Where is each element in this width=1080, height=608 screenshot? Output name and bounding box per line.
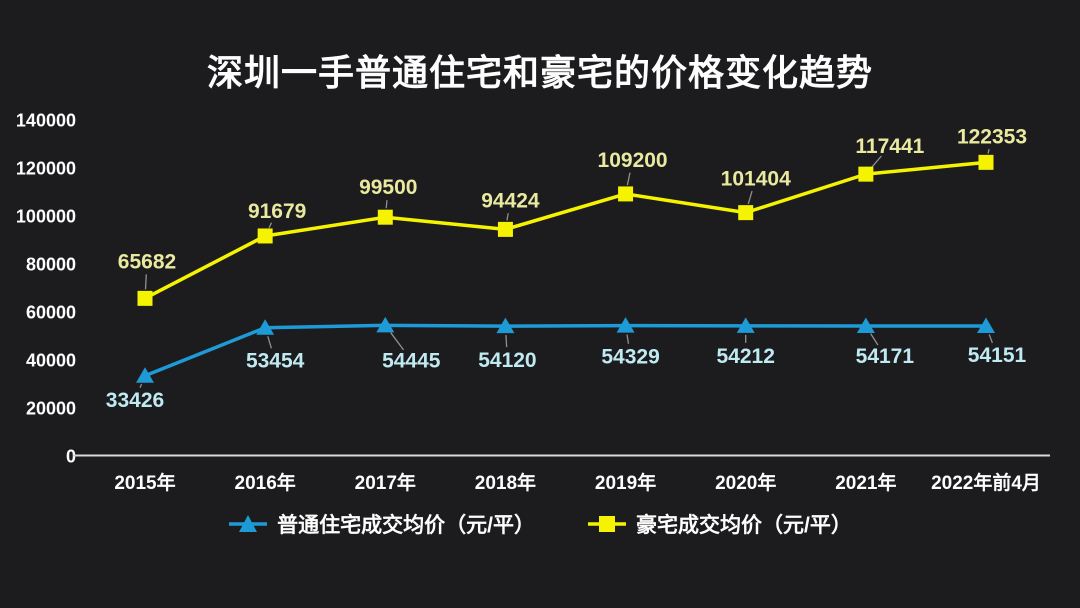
data-label-leader-line bbox=[506, 213, 509, 221]
y-axis-tick-label: 60000 bbox=[26, 303, 76, 323]
data-label-leader-line bbox=[626, 334, 630, 344]
data-label-leader-line bbox=[870, 333, 879, 346]
y-axis-tick-label: 100000 bbox=[16, 207, 76, 227]
data-label-leader-line bbox=[987, 148, 990, 154]
data-label-leader-line bbox=[144, 274, 147, 290]
legend-item-normal-housing: 普通住宅成交均价（元/平） bbox=[228, 509, 535, 539]
x-axis-category-label: 2020年 bbox=[715, 471, 776, 494]
x-axis-category-label: 2021年 bbox=[835, 471, 896, 494]
legend-label-normal-housing: 普通住宅成交均价（元/平） bbox=[277, 514, 535, 537]
data-point-label: 54212 bbox=[717, 345, 775, 368]
series-line bbox=[144, 323, 987, 378]
data-point-label: 99500 bbox=[359, 176, 417, 199]
square-data-point-marker bbox=[137, 290, 153, 306]
triangle-data-point-marker bbox=[616, 317, 635, 333]
x-axis-category-label: 2017年 bbox=[355, 471, 416, 494]
data-point-label: 109200 bbox=[598, 149, 668, 172]
data-point-label: 94424 bbox=[481, 189, 540, 212]
square-data-point-marker bbox=[377, 209, 393, 225]
x-axis-category-label: 2019年 bbox=[595, 471, 656, 494]
data-label-leader-line bbox=[385, 200, 388, 209]
data-label-leader-line bbox=[139, 383, 143, 389]
data-point-label: 53454 bbox=[246, 350, 305, 373]
data-label-leader-line bbox=[626, 172, 631, 186]
data-label-leader-line bbox=[390, 332, 405, 351]
x-axis-category-label: 2016年 bbox=[235, 471, 296, 494]
legend-item-luxury-housing: 豪宅成交均价（元/平） bbox=[587, 509, 852, 539]
data-point-label: 54171 bbox=[856, 345, 915, 368]
data-point-label: 117441 bbox=[855, 135, 924, 158]
data-label-leader-line bbox=[268, 222, 273, 229]
data-point-label: 122353 bbox=[957, 125, 1027, 148]
x-axis-category-label: 2015年 bbox=[114, 471, 175, 494]
triangle-marker-icon bbox=[229, 515, 268, 532]
square-data-point-marker bbox=[978, 154, 994, 170]
data-point-label: 91679 bbox=[248, 200, 306, 223]
triangle-data-point-marker bbox=[736, 317, 755, 333]
data-label-leader-line bbox=[267, 336, 272, 349]
data-point-label: 54120 bbox=[478, 349, 536, 372]
data-label-leader-line bbox=[871, 155, 882, 168]
triangle-data-point-marker bbox=[136, 367, 154, 383]
data-label-leader-line bbox=[747, 190, 753, 205]
y-axis-tick-label: 80000 bbox=[26, 255, 76, 275]
square-data-point-marker bbox=[497, 221, 513, 237]
data-point-label: 54151 bbox=[968, 344, 1027, 367]
y-axis-tick-label: 140000 bbox=[16, 111, 76, 131]
series-line bbox=[144, 160, 987, 300]
data-point-label: 54445 bbox=[382, 349, 441, 372]
y-axis-tick-label: 120000 bbox=[16, 159, 76, 179]
square-data-point-marker bbox=[738, 205, 754, 221]
square-data-point-marker bbox=[858, 166, 874, 182]
data-point-label: 101404 bbox=[721, 168, 791, 191]
square-data-point-marker bbox=[618, 186, 634, 202]
y-axis-tick-label: 40000 bbox=[26, 351, 76, 371]
triangle-data-point-marker bbox=[376, 316, 395, 333]
data-label-leader-line bbox=[988, 334, 993, 344]
data-point-label: 33426 bbox=[106, 389, 164, 412]
x-axis-category-label: 2018年 bbox=[475, 471, 536, 494]
square-marker-icon bbox=[588, 516, 626, 532]
data-label-leader-line bbox=[505, 335, 508, 348]
chart-title: 深圳一手普通住宅和豪宅的价格变化趋势 bbox=[206, 52, 873, 93]
x-axis-category-label: 2022年前4月 bbox=[931, 471, 1041, 494]
data-point-label: 54329 bbox=[601, 346, 659, 369]
square-data-point-marker bbox=[257, 228, 273, 244]
chart-legend: 普通住宅成交均价（元/平） 豪宅成交均价（元/平） bbox=[0, 509, 1080, 539]
triangle-data-point-marker bbox=[977, 317, 996, 334]
y-axis-tick-label: 20000 bbox=[26, 399, 76, 419]
data-point-label: 65682 bbox=[118, 250, 176, 273]
triangle-data-point-marker bbox=[256, 319, 275, 335]
triangle-data-point-marker bbox=[496, 317, 515, 334]
triangle-data-point-marker bbox=[856, 317, 875, 333]
legend-label-luxury-housing: 豪宅成交均价（元/平） bbox=[636, 514, 852, 537]
y-axis-tick-label: 0 bbox=[66, 447, 76, 467]
